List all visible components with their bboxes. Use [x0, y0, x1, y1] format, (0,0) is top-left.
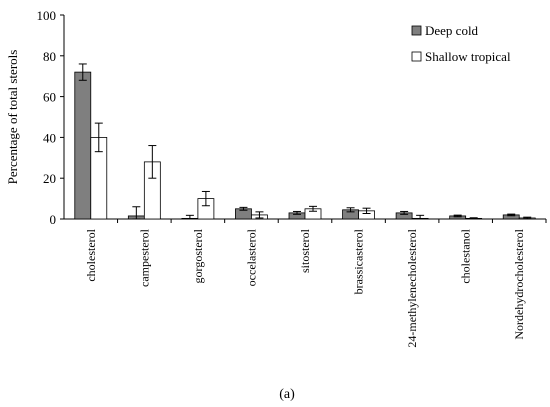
legend-label: Deep cold [425, 23, 479, 38]
y-tick-label: 0 [50, 212, 57, 227]
x-tick-label: campesterol [137, 228, 151, 287]
x-tick-label: 24-methylenecholesterol [405, 228, 419, 347]
bars [74, 71, 536, 220]
y-ticks: 0 20 40 60 80 100 [37, 8, 64, 227]
y-tick-label: 60 [43, 90, 56, 105]
y-tick-label: 100 [37, 8, 57, 23]
y-tick-label: 40 [43, 130, 56, 145]
bar-deep-cold [74, 71, 92, 220]
y-tick-label: 80 [43, 49, 56, 64]
x-tick-label: Nordehydrocholesterol [512, 228, 526, 339]
x-tick-label: occelasterol [244, 228, 258, 286]
legend-label: Shallow tropical [425, 49, 511, 64]
legend-swatch-shallow-tropical [411, 51, 422, 62]
legend-swatch-deep-cold [411, 25, 422, 36]
x-tick-label: brassicasterol [352, 228, 366, 294]
x-tick-label: cholesterol [84, 228, 98, 281]
figure-caption: (a) [279, 387, 295, 402]
x-tick-label: gorgosterol [191, 228, 205, 283]
legend: Deep cold Shallow tropical [411, 23, 511, 64]
x-tick-label: sitosterol [298, 228, 312, 273]
x-tick-label: cholestanol [459, 228, 473, 283]
y-tick-label: 20 [43, 171, 56, 186]
y-axis-label: Percentage of total sterols [5, 50, 20, 185]
x-ticks: cholesterol campesterol gorgosterol occelas… [84, 219, 547, 348]
error-bars [78, 63, 532, 220]
